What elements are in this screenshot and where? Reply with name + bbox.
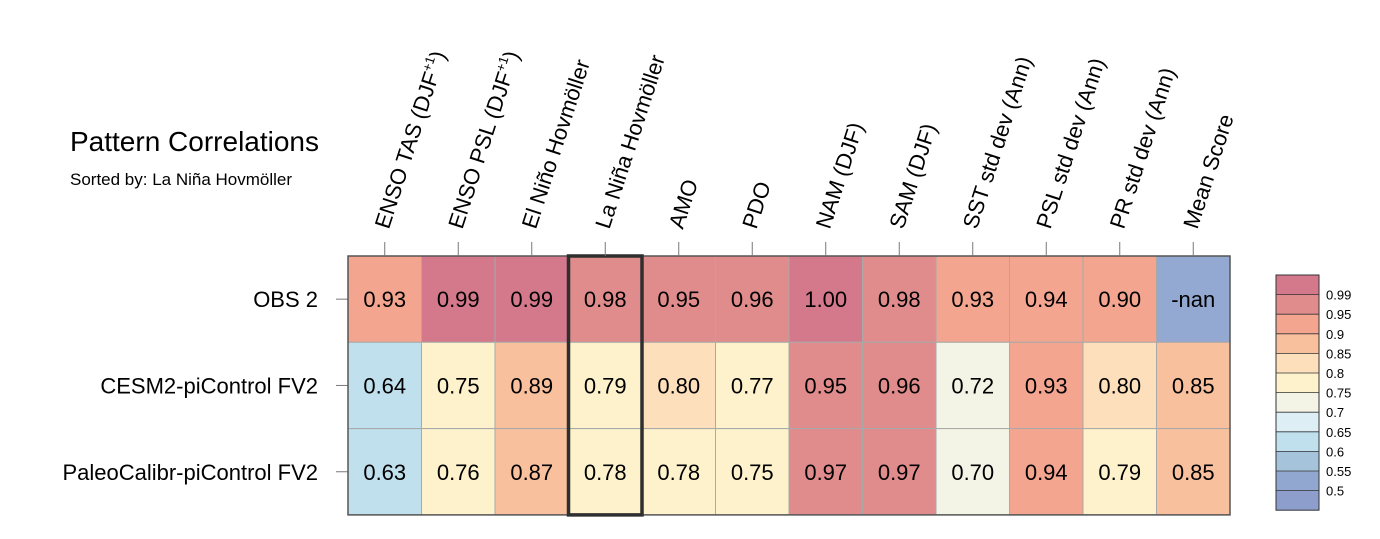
colorbar-segment [1276, 431, 1319, 452]
colorbar-label: 0.7 [1326, 405, 1344, 420]
cell-value-label: 0.78 [657, 460, 700, 485]
row-label: PaleoCalibr-piControl FV2 [62, 460, 318, 485]
cell-value-label: 0.75 [731, 460, 774, 485]
cell-value-label: 0.93 [1025, 373, 1068, 398]
cell-value-label: 0.78 [584, 460, 627, 485]
colorbar-label: 0.8 [1326, 366, 1344, 381]
colorbar-label: 0.95 [1326, 307, 1351, 322]
cell-value-label: 0.96 [878, 373, 921, 398]
heatmap-border [347, 255, 1231, 516]
heatmap-cell [347, 428, 422, 516]
cell-value-label: 0.97 [804, 460, 847, 485]
cell-value-label: 0.99 [510, 287, 553, 312]
colorbar-label: 0.99 [1326, 288, 1351, 303]
heatmap-cell [347, 255, 422, 343]
colorbar-label: 0.85 [1326, 346, 1351, 361]
column-label: AMO [664, 176, 703, 231]
column-label: El Niño Hovmöller [517, 56, 595, 231]
column-label: Mean Score [1178, 111, 1238, 232]
heatmap-cell [862, 428, 937, 516]
colorbar-segment [1276, 275, 1319, 295]
heatmap-cell [862, 341, 937, 430]
colorbar-segment [1276, 314, 1319, 334]
heatmap-cell [1156, 428, 1231, 516]
cell-value-label: 0.98 [584, 287, 627, 312]
cell-value-label: 0.94 [1025, 287, 1068, 312]
cell-value-label: 0.87 [510, 460, 553, 485]
cell-value-label: 0.80 [657, 373, 700, 398]
row-label: OBS 2 [253, 287, 318, 312]
colorbar-border [1275, 274, 1320, 511]
cell-value-label: 0.79 [1098, 460, 1141, 485]
cell-value-label: 0.70 [951, 460, 994, 485]
heatmap-cell [347, 341, 422, 430]
colorbar-segment [1276, 490, 1319, 511]
heatmap-cell [935, 255, 1010, 343]
heatmap-cell [788, 255, 863, 343]
heatmap-cell [935, 341, 1010, 430]
column-label: NAM (DJF) [811, 119, 869, 231]
cell-value-label: 0.80 [1098, 373, 1141, 398]
colorbar-segment [1276, 471, 1319, 491]
heatmap-cell [1009, 255, 1084, 343]
cell-value-label: 0.77 [731, 373, 774, 398]
cell-value-label: 0.64 [363, 373, 406, 398]
colorbar-segment [1276, 412, 1319, 432]
cell-value-label: 0.63 [363, 460, 406, 485]
cell-value-label: 0.99 [437, 287, 480, 312]
heatmap-cell [641, 341, 716, 430]
colorbar-label: 0.5 [1326, 484, 1344, 499]
cell-value-label: 0.85 [1172, 460, 1215, 485]
colorbar-label: 0.55 [1326, 464, 1351, 479]
heatmap-cell [1009, 341, 1084, 430]
cell-value-label: 0.95 [657, 287, 700, 312]
cell-value-label: 0.76 [437, 460, 480, 485]
cell-value-label: 0.93 [363, 287, 406, 312]
heatmap-cell [1082, 255, 1157, 343]
column-label: PSL std dev (Ann) [1031, 55, 1110, 232]
heatmap-cell [494, 341, 569, 430]
heatmap-cell [935, 428, 1010, 516]
column-label: SST std dev (Ann) [958, 53, 1037, 231]
chart-title: Pattern Correlations [70, 126, 320, 157]
cell-value-label: 0.93 [951, 287, 994, 312]
colorbar-label: 0.75 [1326, 386, 1351, 401]
chart-subtitle: Sorted by: La Niña Hovmöller [70, 170, 293, 189]
colorbar-segment [1276, 392, 1319, 413]
cell-value-label: 0.97 [878, 460, 921, 485]
colorbar-label: 0.6 [1326, 444, 1344, 459]
colorbar-segment [1276, 294, 1319, 315]
colorbar-label: 0.9 [1326, 327, 1344, 342]
cell-value-label: 1.00 [804, 287, 847, 312]
cell-value-label: -nan [1171, 287, 1215, 312]
column-label: ENSO PSL (DJF+1) [442, 47, 524, 231]
heatmap-cell [568, 341, 643, 430]
column-label: ENSO TAS (DJF+1) [369, 47, 451, 231]
colorbar-segment [1276, 353, 1319, 373]
cell-value-label: 0.90 [1098, 287, 1141, 312]
heatmap-cell [1009, 428, 1084, 516]
column-label: PR std dev (Ann) [1105, 65, 1181, 232]
heatmap-cell [788, 341, 863, 430]
cell-value-label: 0.95 [804, 373, 847, 398]
row-label: CESM2-piControl FV2 [100, 373, 318, 398]
heatmap-cell [421, 341, 496, 430]
column-label: SAM (DJF) [884, 120, 941, 231]
cell-value-label: 0.89 [510, 373, 553, 398]
cell-value-label: 0.75 [437, 373, 480, 398]
colorbar-segment [1276, 373, 1319, 393]
cell-value-label: 0.94 [1025, 460, 1068, 485]
cell-value-label: 0.79 [584, 373, 627, 398]
column-label: La Niña Hovmöller [590, 52, 670, 232]
colorbar-label: 0.65 [1326, 425, 1351, 440]
cell-value-label: 0.96 [731, 287, 774, 312]
colorbar-segment [1276, 451, 1319, 471]
cell-value-label: 0.72 [951, 373, 994, 398]
colorbar-segment [1276, 333, 1319, 354]
cell-value-label: 0.98 [878, 287, 921, 312]
heatmap-cell [715, 428, 790, 516]
column-label: PDO [737, 178, 776, 231]
cell-value-label: 0.85 [1172, 373, 1215, 398]
